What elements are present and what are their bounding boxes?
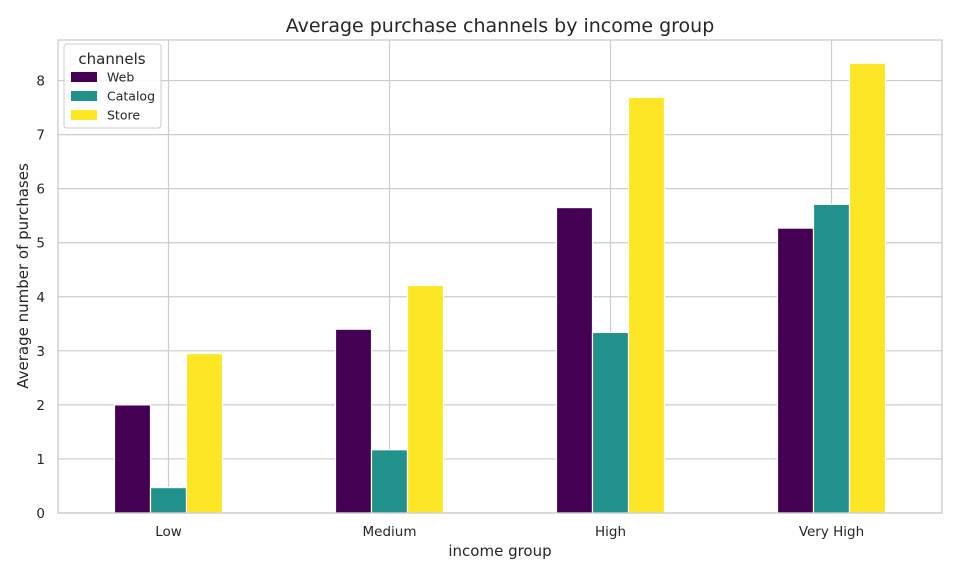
y-tick-label: 6 bbox=[36, 182, 45, 198]
x-tick-label: Very High bbox=[799, 524, 864, 540]
bar-store bbox=[406, 284, 445, 514]
y-tick-label: 5 bbox=[36, 236, 45, 252]
legend-items: Web Catalog Store bbox=[71, 70, 155, 123]
bar-store bbox=[848, 62, 887, 514]
legend-swatch-web bbox=[71, 72, 97, 82]
plot-frame bbox=[57, 39, 943, 514]
x-tick-label: High bbox=[595, 524, 626, 540]
x-tick-label: Low bbox=[155, 524, 182, 540]
y-axis-label: Average number of purchases bbox=[14, 163, 32, 389]
legend-swatch-catalog bbox=[71, 91, 97, 101]
bar-web bbox=[555, 206, 594, 514]
bar-web bbox=[334, 328, 373, 514]
y-tick-label: 4 bbox=[36, 290, 45, 306]
legend-title: channels bbox=[78, 50, 145, 68]
x-tick-label: Medium bbox=[363, 524, 417, 540]
legend-label-catalog: Catalog bbox=[107, 89, 155, 104]
y-tick-label: 2 bbox=[36, 398, 45, 414]
bar-catalog bbox=[149, 486, 188, 514]
legend-box bbox=[63, 43, 162, 129]
legend: channels Web Catalog Store bbox=[63, 43, 162, 129]
bar-web bbox=[776, 227, 815, 514]
bar-store bbox=[185, 352, 224, 514]
legend-label-store: Store bbox=[107, 108, 140, 123]
y-tick-labels: 0 1 2 3 4 5 6 7 8 bbox=[36, 74, 45, 522]
bar-web bbox=[113, 404, 152, 514]
bar-catalog bbox=[370, 449, 409, 514]
chart-title: Average purchase channels by income grou… bbox=[286, 15, 715, 37]
x-tick-labels: Low Medium High Very High bbox=[155, 524, 864, 540]
bars bbox=[113, 62, 887, 514]
legend-label-web: Web bbox=[107, 70, 134, 85]
bar-catalog bbox=[591, 331, 630, 514]
bar-store bbox=[627, 96, 666, 514]
y-tick-label: 7 bbox=[36, 128, 45, 144]
y-tick-label: 8 bbox=[36, 74, 45, 90]
bar-catalog bbox=[812, 203, 851, 514]
x-axis-label: income group bbox=[448, 542, 551, 560]
y-tick-label: 0 bbox=[36, 506, 45, 522]
y-tick-label: 1 bbox=[36, 452, 45, 468]
y-tick-label: 3 bbox=[36, 344, 45, 360]
legend-swatch-store bbox=[71, 110, 97, 120]
